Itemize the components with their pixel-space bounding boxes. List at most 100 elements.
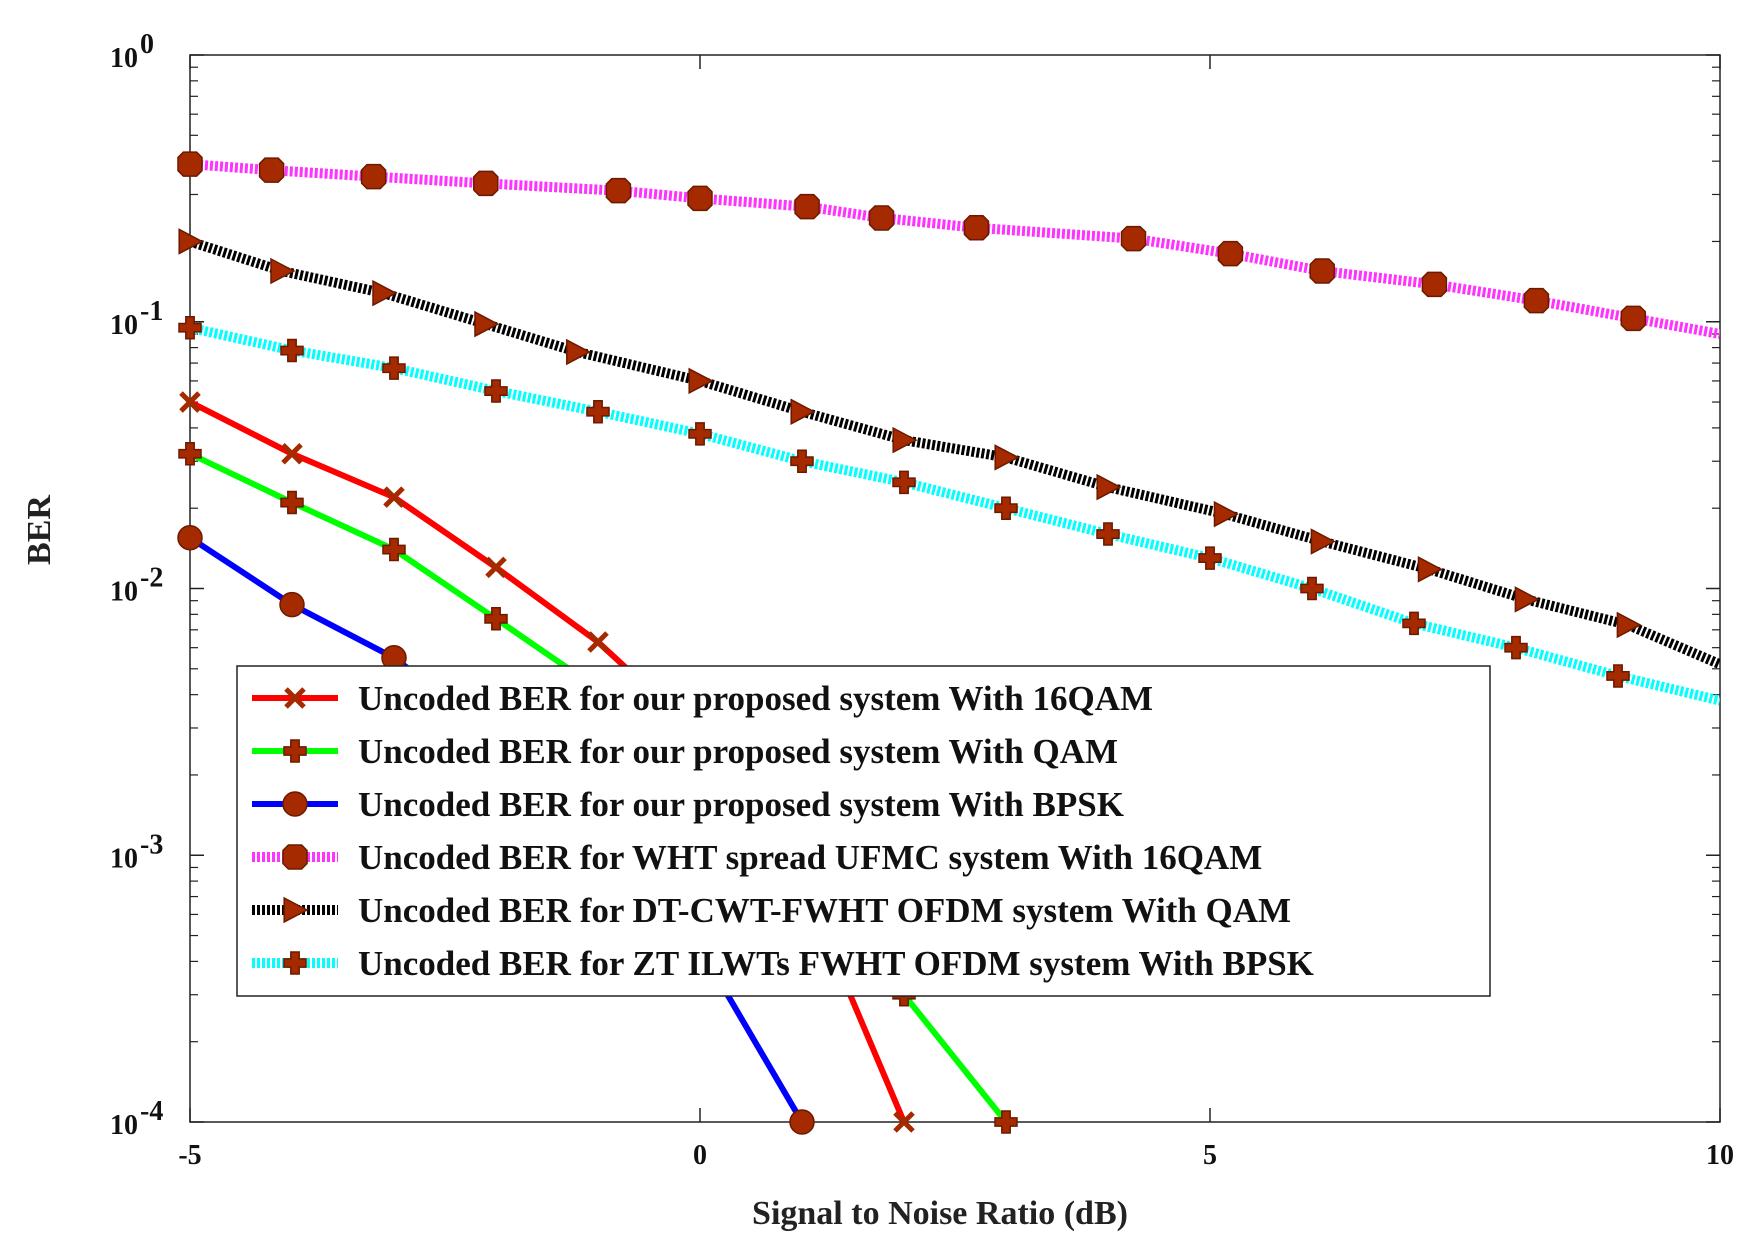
hexagram-marker: [1309, 258, 1335, 284]
y-tick-label: 10 -3: [110, 829, 163, 874]
legend-label: Uncoded BER for DT-CWT-FWHT OFDM system …: [358, 891, 1291, 930]
plus-marker: [382, 537, 406, 562]
legend-label: Uncoded BER for our proposed system With…: [358, 732, 1118, 771]
y-tick-label: 10 -1: [110, 296, 163, 341]
triangle-right-marker: [790, 398, 816, 425]
plus-marker: [1402, 611, 1426, 636]
x-axis-title: Signal to Noise Ratio (dB): [752, 1195, 1128, 1232]
series-5-markers: [178, 228, 1642, 639]
plus-marker: [1198, 546, 1222, 570]
hexagram-marker: [605, 177, 632, 204]
triangle-right-marker: [1096, 473, 1122, 501]
legend-entry: Uncoded BER for our proposed system With…: [252, 785, 1124, 824]
plus-marker: [892, 470, 916, 495]
series-line: [190, 322, 1720, 706]
y-tick-base: 10: [110, 43, 138, 74]
triangle-right-marker: [474, 310, 500, 338]
legend-entry: Uncoded BER for our proposed system With…: [252, 732, 1118, 771]
plus-marker: [688, 422, 712, 446]
triangle-right-marker: [283, 896, 309, 924]
hexagram-marker: [177, 151, 203, 177]
plus-marker: [1504, 635, 1528, 660]
x-marker: [179, 391, 201, 413]
hexagram-marker: [1120, 225, 1147, 252]
legend: Uncoded BER for our proposed system With…: [236, 665, 1491, 997]
legend-entry: Uncoded BER for WHT spread UFMC system W…: [252, 838, 1262, 877]
plus-marker: [484, 607, 508, 631]
series-4-markers: [177, 151, 1647, 332]
legend-label: Uncoded BER for WHT spread UFMC system W…: [358, 838, 1262, 877]
x-tick-label: -5: [178, 1140, 201, 1171]
y-tick-label: 10 -2: [110, 563, 163, 608]
plus-marker: [283, 739, 307, 763]
triangle-right-marker: [566, 338, 592, 366]
legend-entry: Uncoded BER for our proposed system With…: [252, 679, 1153, 718]
y-tick-label: 10 0: [110, 29, 154, 74]
series-line: [190, 159, 1720, 339]
hexagram-marker: [473, 170, 499, 197]
circle-marker: [177, 524, 203, 551]
x-marker: [284, 687, 306, 709]
hexagram-marker: [794, 193, 820, 220]
x-marker: [587, 631, 609, 653]
x-marker: [383, 486, 405, 508]
hexagram-marker: [282, 844, 308, 870]
y-tick-exponent: -4: [140, 1096, 163, 1127]
legend-label: Uncoded BER for ZT ILWTs FWHT OFDM syste…: [358, 944, 1314, 983]
plus-marker: [484, 379, 508, 403]
x-marker: [893, 1111, 915, 1133]
x-marker: [281, 442, 303, 465]
hexagram-marker: [687, 185, 713, 212]
y-tick-base: 10: [110, 577, 138, 608]
plus-marker: [586, 399, 610, 424]
marker-layer: [177, 151, 1647, 1135]
legend-label: Uncoded BER for our proposed system With…: [358, 679, 1153, 718]
x-tick-label: 0: [693, 1140, 707, 1171]
series-6: [190, 322, 1720, 706]
hexagram-marker: [963, 215, 990, 241]
plus-marker: [382, 356, 406, 380]
plus-marker: [994, 496, 1018, 520]
triangle-right-marker: [1616, 611, 1642, 639]
triangle-right-marker: [1417, 556, 1443, 583]
hexagram-marker: [258, 157, 285, 183]
plus-marker: [1606, 664, 1630, 688]
hexagram-marker: [1421, 271, 1448, 298]
triangle-right-marker: [1213, 500, 1239, 528]
hexagram-marker: [1217, 240, 1244, 267]
triangle-right-marker: [994, 444, 1020, 471]
triangle-right-marker: [1514, 586, 1540, 613]
y-tick-base: 10: [110, 310, 138, 341]
triangle-right-marker: [270, 257, 296, 285]
triangle-right-marker: [688, 367, 714, 395]
plus-marker: [994, 1110, 1018, 1134]
y-tick-exponent: -2: [140, 563, 163, 594]
triangle-right-marker: [1310, 528, 1336, 555]
plus-marker: [1096, 522, 1120, 546]
series-4: [190, 159, 1720, 339]
legend-entry: Uncoded BER for DT-CWT-FWHT OFDM system …: [252, 891, 1291, 930]
x-marker: [485, 556, 507, 579]
y-tick-base: 10: [110, 1110, 138, 1141]
y-tick-base: 10: [110, 843, 138, 874]
plus-marker: [178, 315, 202, 340]
plus-marker: [1300, 576, 1324, 601]
x-tick-label: 5: [1203, 1140, 1217, 1171]
y-tick-label: 10 -4: [110, 1096, 163, 1141]
circle-marker: [279, 591, 305, 618]
plus-marker: [280, 338, 304, 363]
x-tick-labels: -5 0 5 10: [178, 1140, 1734, 1171]
plus-marker: [283, 951, 307, 975]
hexagram-marker: [1620, 305, 1647, 332]
y-axis-title: BER: [21, 495, 58, 565]
y-tick-exponent: -3: [140, 829, 163, 860]
legend-label: Uncoded BER for our proposed system With…: [358, 785, 1124, 824]
hexagram-marker: [360, 163, 387, 190]
triangle-right-marker: [178, 228, 204, 255]
hexagram-marker: [1523, 287, 1550, 314]
y-tick-exponent: 0: [140, 29, 154, 60]
y-tick-exponent: -1: [140, 296, 163, 327]
legend-box: [236, 665, 1491, 997]
triangle-right-marker: [372, 279, 398, 307]
